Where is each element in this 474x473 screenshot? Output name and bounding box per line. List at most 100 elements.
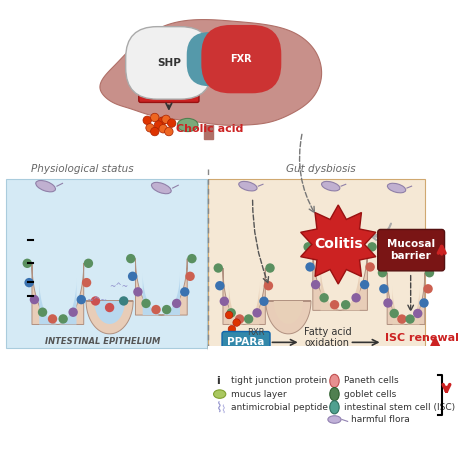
Text: ISC renewal: ISC renewal	[385, 333, 459, 342]
Circle shape	[38, 307, 47, 317]
Ellipse shape	[321, 182, 340, 191]
Circle shape	[48, 314, 57, 324]
Circle shape	[252, 308, 262, 317]
Ellipse shape	[177, 118, 198, 131]
Text: ⌇: ⌇	[220, 405, 226, 415]
Circle shape	[225, 311, 233, 319]
Polygon shape	[143, 273, 180, 315]
Text: Physiological status: Physiological status	[31, 164, 134, 174]
Circle shape	[303, 242, 313, 252]
Text: intestinal stem cell (ISC): intestinal stem cell (ISC)	[344, 403, 455, 412]
Circle shape	[146, 123, 154, 132]
Text: Fatty acid
oxidation: Fatty acid oxidation	[304, 327, 352, 349]
Ellipse shape	[330, 401, 339, 414]
Ellipse shape	[330, 387, 339, 401]
Text: harmful flora: harmful flora	[351, 415, 410, 424]
Text: ~^~: ~^~	[86, 297, 107, 306]
Circle shape	[264, 281, 273, 290]
Circle shape	[164, 127, 173, 136]
Circle shape	[158, 117, 166, 125]
Text: Colitis: Colitis	[314, 237, 363, 252]
Ellipse shape	[330, 374, 339, 387]
Text: tight junction protein: tight junction protein	[231, 377, 327, 385]
FancyBboxPatch shape	[139, 82, 199, 103]
FancyBboxPatch shape	[378, 229, 445, 271]
Text: mucus layer: mucus layer	[231, 390, 287, 399]
Circle shape	[360, 280, 369, 289]
Circle shape	[23, 259, 32, 268]
Text: RXR: RXR	[210, 55, 230, 64]
Circle shape	[77, 295, 86, 304]
Polygon shape	[32, 263, 84, 324]
Circle shape	[119, 296, 128, 306]
Circle shape	[365, 262, 375, 272]
Text: antimicrobial peptide: antimicrobial peptide	[231, 403, 328, 412]
Circle shape	[91, 296, 100, 306]
Circle shape	[24, 278, 34, 287]
Circle shape	[162, 115, 170, 123]
Circle shape	[341, 300, 350, 309]
Circle shape	[265, 263, 275, 273]
Text: Paneth cells: Paneth cells	[344, 377, 399, 385]
Circle shape	[378, 268, 387, 278]
Circle shape	[58, 314, 68, 324]
Polygon shape	[204, 125, 213, 139]
Circle shape	[405, 315, 415, 324]
Circle shape	[311, 280, 320, 289]
Circle shape	[367, 242, 377, 252]
Text: goblet cells: goblet cells	[344, 390, 396, 399]
Circle shape	[219, 297, 229, 306]
Text: SHP: SHP	[157, 58, 181, 68]
Circle shape	[397, 315, 407, 324]
Circle shape	[419, 298, 428, 307]
Polygon shape	[86, 301, 133, 334]
FancyBboxPatch shape	[209, 179, 425, 348]
Circle shape	[84, 259, 93, 268]
Circle shape	[259, 297, 269, 306]
Text: INTESTINAL EPITHELIUM: INTESTINAL EPITHELIUM	[46, 337, 161, 346]
Circle shape	[105, 303, 114, 312]
Text: PPARa: PPARa	[228, 337, 264, 347]
Circle shape	[159, 124, 167, 133]
Ellipse shape	[239, 182, 257, 191]
Circle shape	[143, 116, 152, 124]
Circle shape	[423, 284, 433, 294]
Polygon shape	[94, 301, 125, 324]
Text: ~^~: ~^~	[109, 282, 129, 291]
Circle shape	[30, 295, 39, 304]
FancyBboxPatch shape	[6, 179, 207, 348]
Circle shape	[151, 127, 159, 136]
Circle shape	[383, 298, 392, 307]
Text: FXR: FXR	[230, 54, 252, 64]
Circle shape	[233, 319, 240, 326]
Circle shape	[151, 305, 161, 314]
FancyBboxPatch shape	[222, 332, 270, 353]
Circle shape	[162, 305, 172, 314]
Ellipse shape	[328, 416, 341, 423]
Ellipse shape	[36, 181, 55, 192]
Polygon shape	[301, 205, 376, 284]
Circle shape	[330, 300, 339, 309]
Circle shape	[215, 281, 225, 290]
Circle shape	[214, 263, 223, 273]
Circle shape	[126, 254, 136, 263]
Circle shape	[425, 268, 434, 278]
Circle shape	[223, 332, 231, 340]
Circle shape	[187, 254, 197, 263]
Text: i: i	[216, 376, 219, 386]
Polygon shape	[266, 301, 311, 334]
Circle shape	[151, 113, 159, 122]
Polygon shape	[313, 247, 367, 310]
Circle shape	[227, 308, 236, 317]
Text: RXR: RXR	[247, 327, 265, 336]
Circle shape	[228, 325, 236, 333]
Ellipse shape	[214, 390, 226, 398]
Circle shape	[185, 272, 195, 281]
Ellipse shape	[387, 183, 406, 193]
Circle shape	[390, 309, 399, 318]
Circle shape	[236, 332, 243, 340]
Polygon shape	[223, 268, 265, 324]
Text: Gut dysbiosis: Gut dysbiosis	[286, 164, 356, 174]
Circle shape	[68, 307, 78, 317]
Circle shape	[244, 314, 253, 324]
